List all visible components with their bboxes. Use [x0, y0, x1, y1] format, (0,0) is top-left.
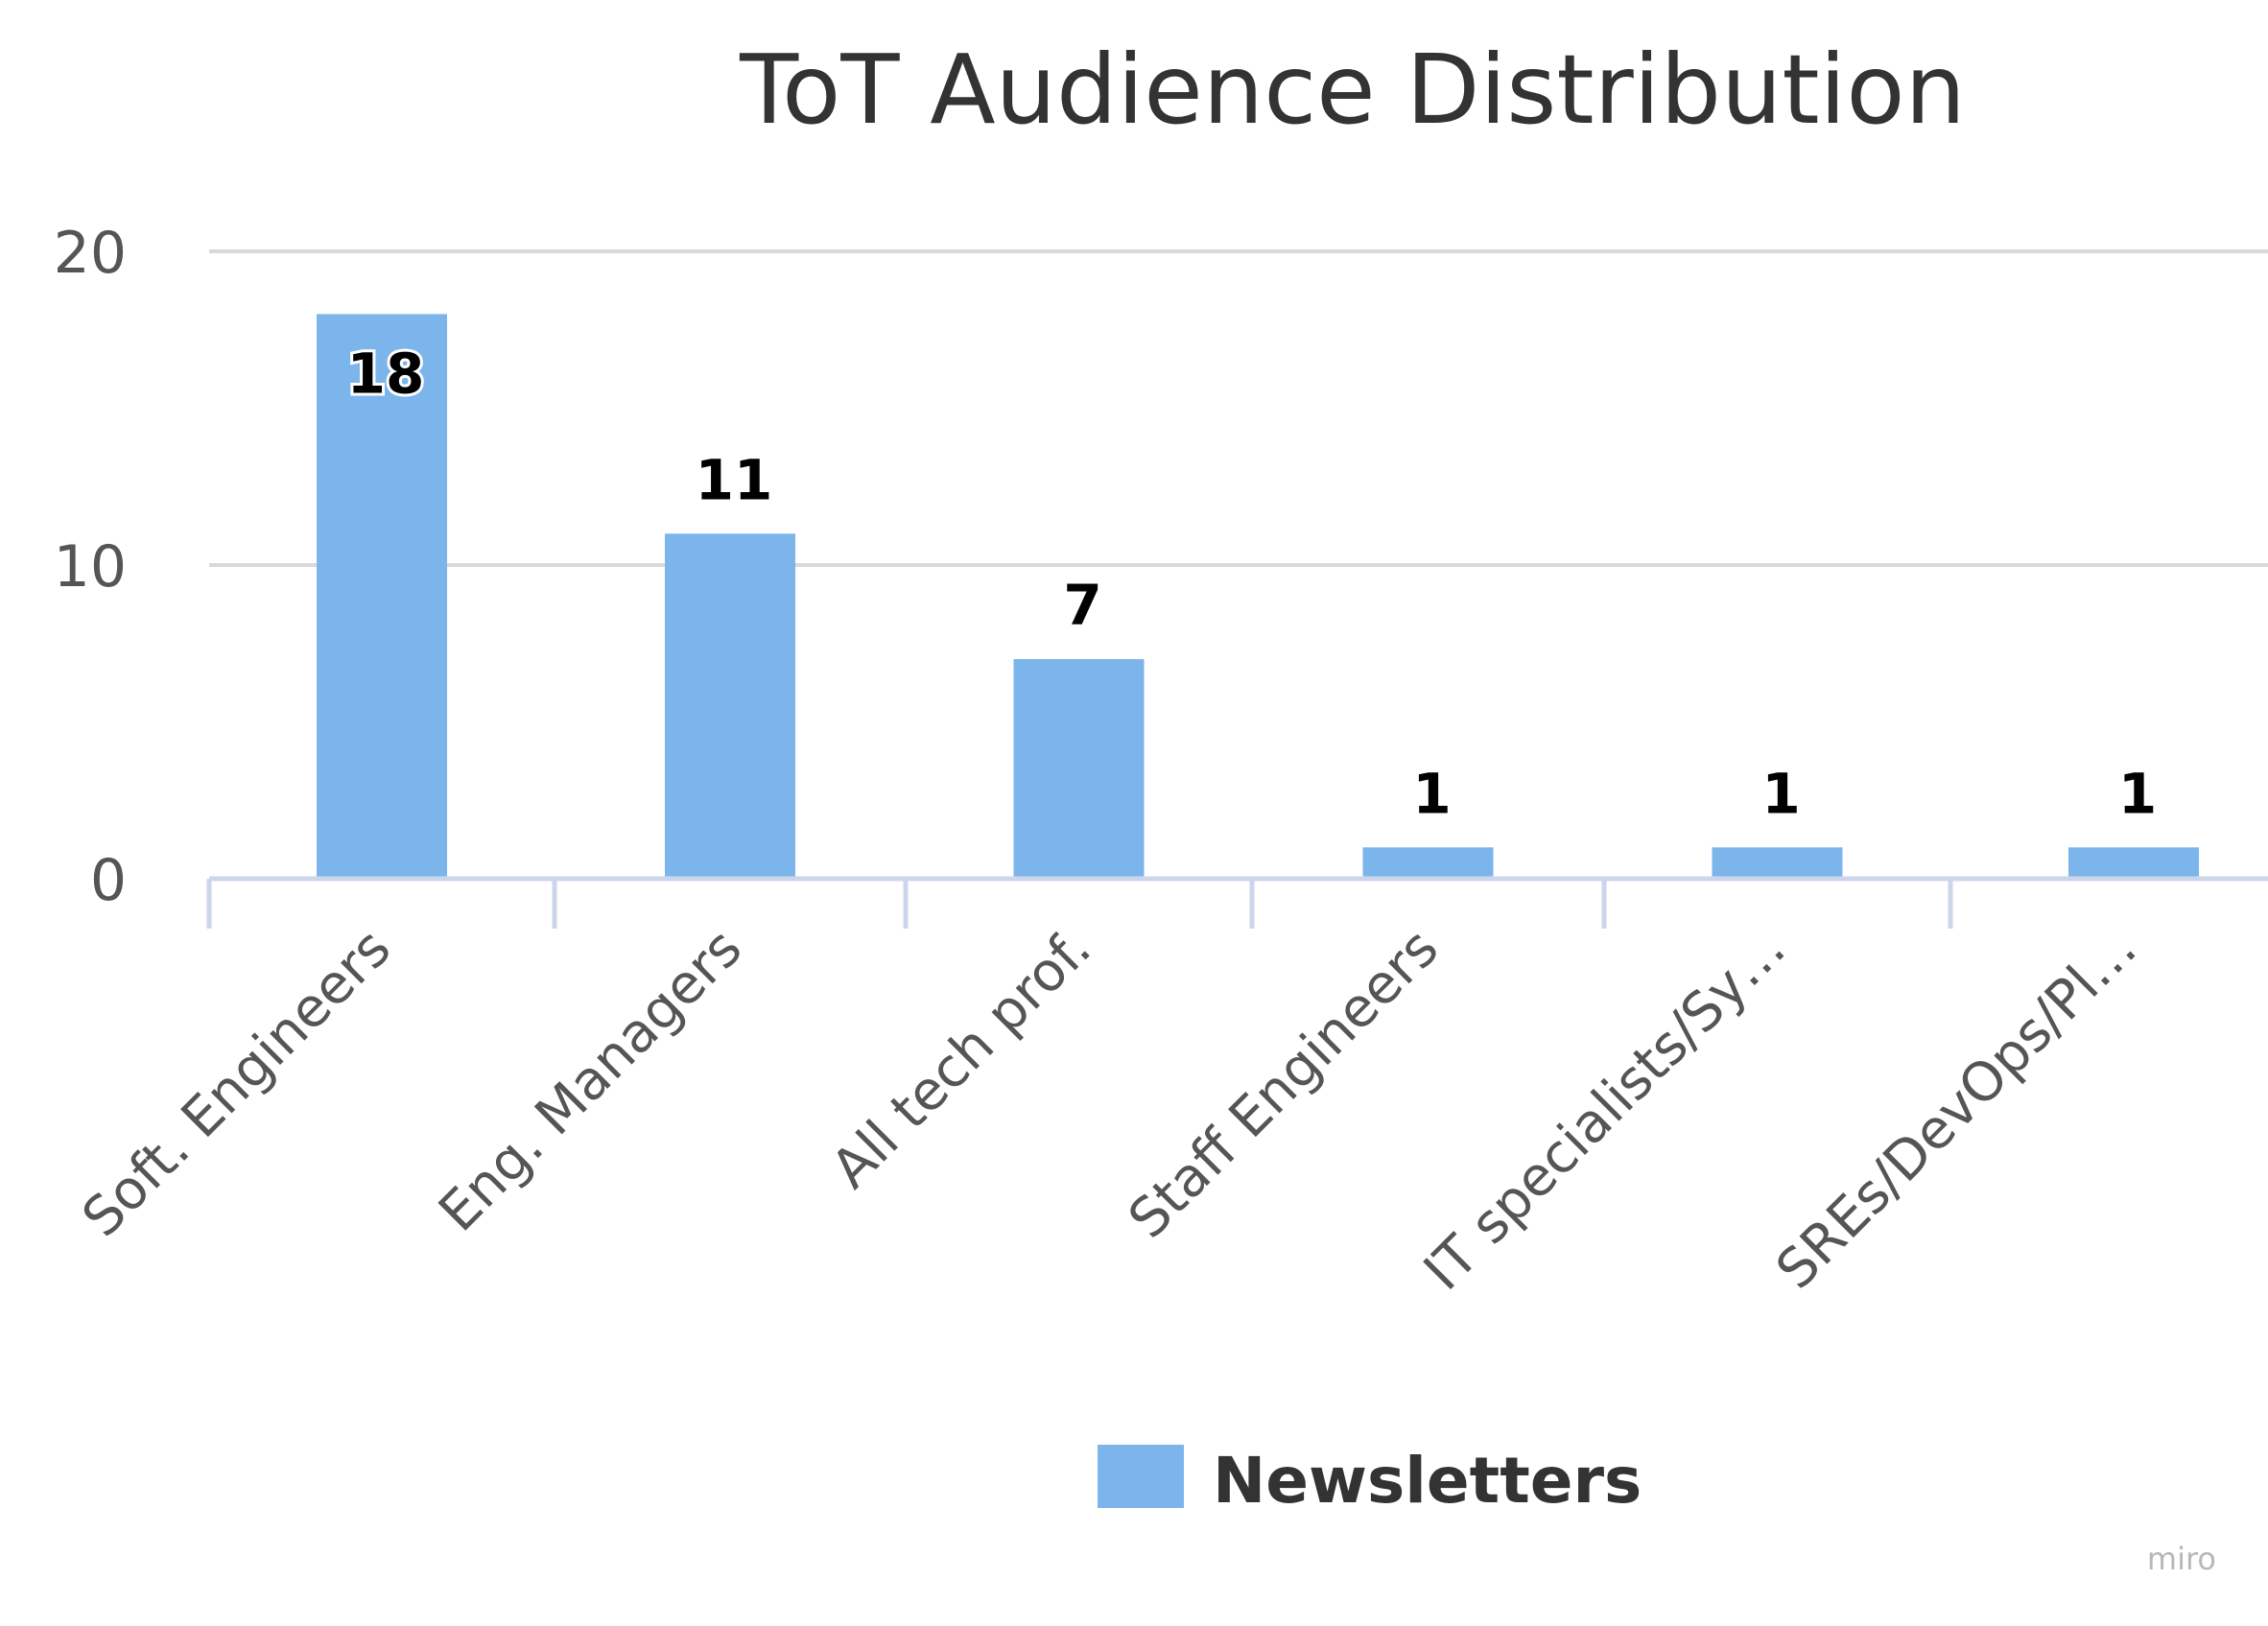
x-tick-label-1: Eng. Managers — [427, 917, 754, 1244]
watermark-miro: miro — [2147, 1541, 2216, 1577]
data-label-1: 11 — [696, 447, 773, 512]
x-tick-label-0: Soft. Engineers — [71, 917, 403, 1249]
legend-swatch-newsletters[interactable] — [1098, 1445, 1184, 1508]
x-tick-label-5: SREs/DevOps/Pl… — [1764, 917, 2149, 1302]
bar-1 — [665, 533, 795, 879]
data-label-4: 1 — [1761, 761, 1800, 826]
bar-4 — [1712, 847, 1843, 879]
y-axis-tick-labels: 0 10 20 — [54, 220, 127, 914]
x-axis — [206, 876, 2268, 929]
data-label-3: 1 — [1412, 761, 1451, 826]
bar-0 — [317, 314, 447, 879]
y-tick-label-10: 10 — [54, 533, 127, 601]
chart-title: ToT Audience Distribution — [739, 34, 1966, 146]
bar-2 — [1013, 659, 1145, 879]
bar-5 — [2068, 847, 2199, 879]
data-label-5: 1 — [2118, 761, 2157, 826]
y-tick-label-0: 0 — [90, 847, 127, 914]
data-label-0: 18 — [347, 341, 425, 406]
x-tick-label-4: IT specialists/Sy… — [1412, 917, 1798, 1303]
x-tick-label-2: All tech prof. — [819, 917, 1102, 1200]
data-label-2: 7 — [1063, 573, 1101, 638]
gridlines — [209, 249, 2268, 567]
bars — [317, 314, 2199, 879]
x-axis-tick-labels: Soft. Engineers Eng. Managers All tech pro… — [71, 917, 2149, 1303]
y-tick-label-20: 20 — [54, 220, 127, 287]
legend[interactable]: Newsletters — [1098, 1444, 1642, 1518]
bar-3 — [1362, 847, 1494, 879]
legend-label-newsletters[interactable]: Newsletters — [1213, 1444, 1642, 1518]
x-tick-label-3: Staff Engineers — [1117, 917, 1451, 1251]
